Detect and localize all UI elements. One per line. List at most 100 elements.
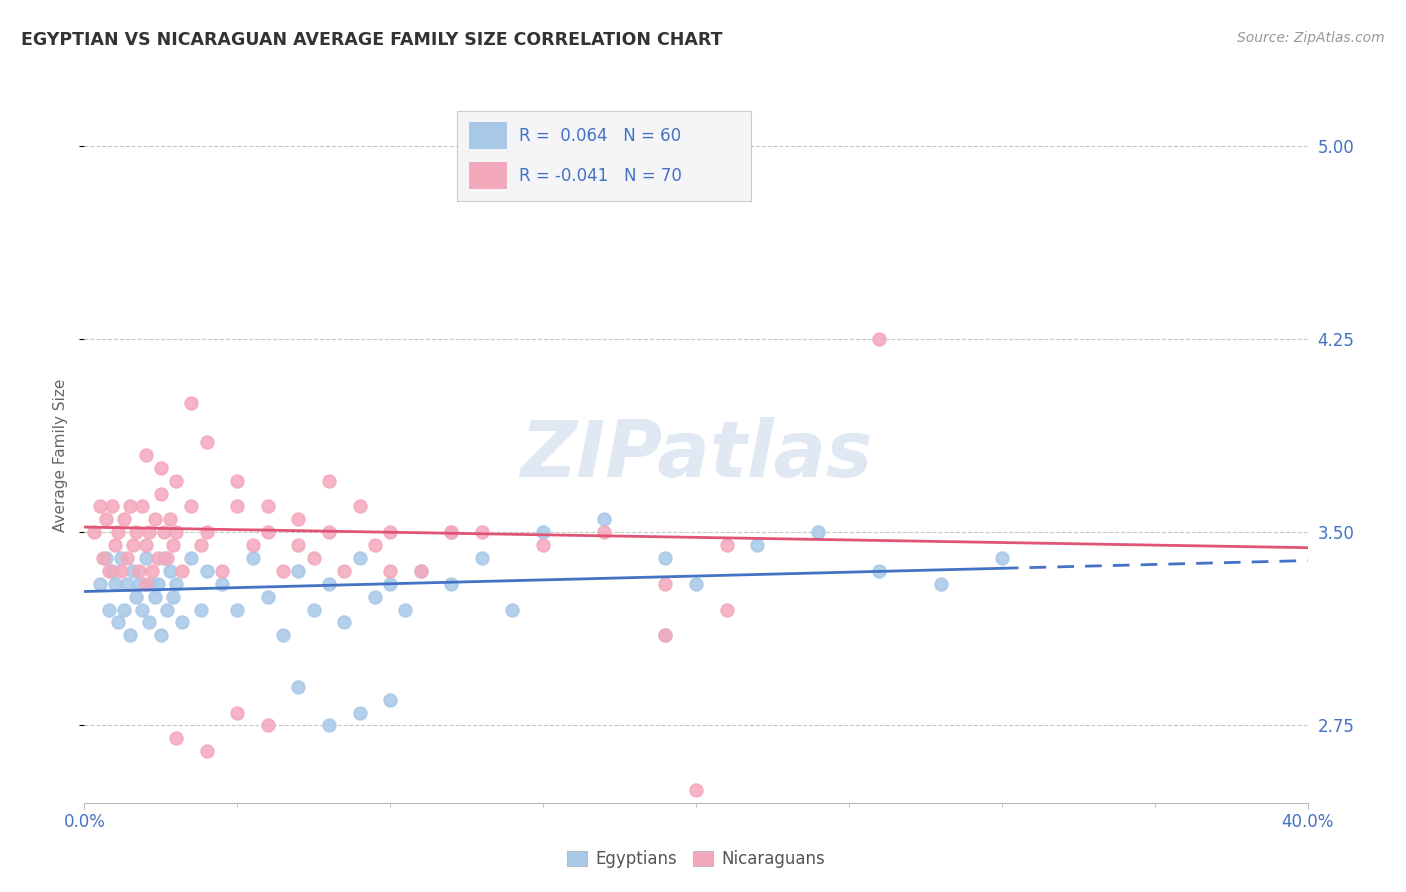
Point [287, 538, 309, 552]
Point [125, 525, 148, 540]
Point [929, 576, 952, 591]
Point [172, 564, 194, 578]
Point [349, 706, 371, 720]
Point [318, 576, 340, 591]
Point [302, 551, 325, 566]
Point [156, 602, 179, 616]
Point [716, 602, 738, 616]
Point [440, 525, 463, 540]
Point [115, 576, 138, 591]
Point [104, 576, 127, 591]
Point [159, 512, 181, 526]
Point [165, 474, 187, 488]
Point [991, 551, 1014, 566]
Point [101, 500, 124, 514]
Point [333, 564, 356, 578]
Point [91, 551, 114, 566]
Point [131, 602, 153, 616]
Point [190, 538, 212, 552]
Point [149, 486, 172, 500]
Point [135, 448, 157, 462]
Point [125, 590, 148, 604]
Point [226, 474, 249, 488]
Point [107, 615, 129, 630]
Point [226, 706, 249, 720]
Point [107, 525, 129, 540]
Point [143, 512, 166, 526]
Point [120, 500, 142, 514]
Point [211, 576, 233, 591]
Point [138, 615, 160, 630]
Point [471, 551, 494, 566]
Point [156, 551, 179, 566]
Point [531, 538, 554, 552]
Point [747, 538, 769, 552]
Point [141, 564, 163, 578]
Point [89, 500, 111, 514]
Point [149, 628, 172, 642]
Point [349, 551, 371, 566]
Point [153, 551, 176, 566]
Point [141, 576, 163, 591]
Point [380, 564, 402, 578]
Point [271, 628, 294, 642]
Point [112, 512, 135, 526]
Point [195, 435, 218, 450]
Point [146, 576, 169, 591]
Point [122, 564, 145, 578]
Point [502, 602, 524, 616]
Text: Source: ZipAtlas.com: Source: ZipAtlas.com [1237, 31, 1385, 45]
Point [94, 551, 117, 566]
Point [471, 525, 494, 540]
Point [807, 525, 830, 540]
Point [83, 525, 105, 540]
Point [115, 551, 138, 566]
Point [195, 744, 218, 758]
Point [318, 474, 340, 488]
Point [318, 525, 340, 540]
Point [180, 500, 202, 514]
Point [226, 602, 249, 616]
Point [380, 525, 402, 540]
Point [172, 615, 194, 630]
Point [380, 692, 402, 706]
Point [162, 538, 184, 552]
Point [593, 512, 616, 526]
Point [257, 590, 280, 604]
Point [364, 590, 387, 604]
Point [104, 538, 127, 552]
Point [349, 500, 371, 514]
Point [226, 500, 249, 514]
Point [165, 731, 187, 746]
Point [89, 576, 111, 591]
Point [685, 576, 707, 591]
Point [440, 525, 463, 540]
Legend: Egyptians, Nicaraguans: Egyptians, Nicaraguans [560, 843, 832, 874]
Point [138, 525, 160, 540]
Point [122, 538, 145, 552]
Point [440, 576, 463, 591]
Point [333, 615, 356, 630]
Point [162, 590, 184, 604]
Point [195, 525, 218, 540]
Point [143, 590, 166, 604]
Point [409, 564, 432, 578]
Point [120, 628, 142, 642]
Text: ZIPatlas: ZIPatlas [520, 417, 872, 493]
Point [110, 551, 132, 566]
Point [593, 525, 616, 540]
Point [97, 602, 120, 616]
Point [869, 564, 891, 578]
Point [257, 525, 280, 540]
Point [318, 718, 340, 732]
Point [135, 576, 157, 591]
Point [409, 564, 432, 578]
Point [302, 602, 325, 616]
Point [112, 602, 135, 616]
Point [287, 680, 309, 694]
Point [159, 564, 181, 578]
Point [654, 628, 676, 642]
Point [131, 500, 153, 514]
Point [128, 576, 150, 591]
Point [271, 564, 294, 578]
